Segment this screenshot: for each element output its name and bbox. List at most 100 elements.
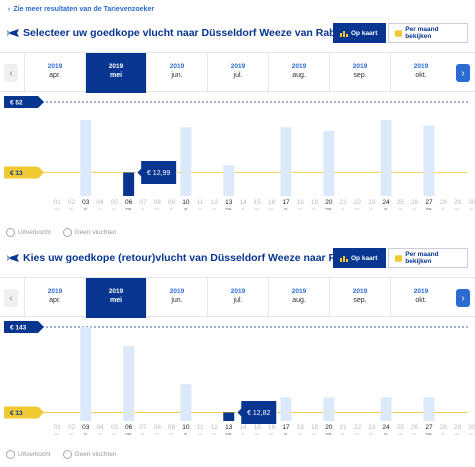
day-label: 10 [182, 199, 190, 206]
day-label: 26 [411, 199, 419, 206]
next-month-button[interactable]: › [456, 64, 470, 82]
section-title: Kies uw goedkope (retour)vlucht van Düss… [23, 252, 358, 264]
day-label: 21 [340, 199, 348, 206]
month-year: 2019 [352, 288, 368, 295]
weekday-label: za. [97, 206, 102, 211]
calendar-icon [395, 29, 403, 37]
month-tab-sep[interactable]: 2019 sep. [329, 53, 390, 93]
outbound-section: Selecteer uw goedkope vlucht naar Düssel… [0, 20, 475, 237]
price-bar[interactable] [123, 346, 135, 421]
weekday-label: zo. [112, 206, 117, 211]
min-price-tag [4, 406, 44, 419]
month-year: 2019 [108, 288, 124, 295]
month-name: okt. [415, 72, 427, 79]
price-bar[interactable] [280, 127, 292, 196]
month-tab-jun[interactable]: 2019 jun. [146, 278, 207, 318]
day-label: 29 [454, 199, 462, 206]
weekday-label: wo. [354, 431, 360, 436]
month-year: 2019 [291, 288, 307, 295]
min-price-tag [4, 166, 44, 179]
month-view-button[interactable]: Per maand bekijken [388, 248, 468, 268]
weekday-label: ma. [426, 431, 433, 436]
price-chart-svg: € 52€ 1301wo.02do.03vr.04za.05zo.06ma.€ … [4, 96, 475, 211]
weekday-label: ma. [125, 431, 132, 436]
weekday-label: di. [241, 431, 245, 436]
weekday-label: di. [441, 431, 445, 436]
month-name: mei [109, 297, 123, 304]
price-chart: € 52 € 13 01 wo. 02 do. 03 vr. 04 za. 05 zo. 06 ma. € … [0, 92, 475, 242]
weekday-label: vr. [184, 206, 188, 211]
month-tab-apr[interactable]: 2019 apr. [24, 53, 85, 93]
month-tab-aug[interactable]: 2019 aug. [268, 53, 329, 93]
weekday-label: wo. [254, 206, 260, 211]
selected-price-bar[interactable] [223, 412, 235, 421]
map-button[interactable]: Op kaart [333, 248, 386, 268]
weekday-label: zo. [312, 206, 317, 211]
month-name: sep. [353, 72, 367, 79]
day-label: 28 [440, 199, 448, 206]
calendar-icon [395, 254, 403, 262]
price-bar[interactable] [280, 397, 292, 421]
price-bar[interactable] [80, 120, 92, 196]
month-year: 2019 [47, 63, 63, 70]
weekday-label: di. [441, 206, 445, 211]
chevron-left-icon: ‹ [8, 6, 11, 13]
month-tab-apr[interactable]: 2019 apr. [24, 278, 85, 318]
weekday-label: zo. [212, 206, 217, 211]
month-name: sep. [353, 297, 367, 304]
month-tab-jul[interactable]: 2019 jul. [207, 278, 268, 318]
day-label: 18 [297, 199, 305, 206]
max-price-label: € 52 [10, 100, 23, 107]
day-label: 30 [468, 424, 475, 431]
month-tab-sep[interactable]: 2019 sep. [329, 278, 390, 318]
day-label: 21 [340, 424, 348, 431]
price-bar[interactable] [180, 384, 192, 421]
day-label: 19 [311, 424, 319, 431]
day-label: 26 [411, 424, 419, 431]
day-label: 15 [254, 424, 262, 431]
price-bar[interactable] [380, 397, 392, 421]
day-label: 20 [325, 424, 333, 431]
price-chart: € 143 € 13 01 wo. 02 do. 03 vr. 04 za. 05 zo. 06 ma. 0… [0, 317, 475, 467]
price-bar[interactable] [380, 120, 392, 196]
price-bar[interactable] [180, 127, 192, 196]
month-tab-okt[interactable]: 2019 okt. [390, 278, 451, 318]
weekday-label: wo. [154, 206, 160, 211]
prev-month-button[interactable]: ‹ [4, 289, 18, 307]
price-bar[interactable] [323, 397, 335, 421]
month-year: 2019 [169, 63, 185, 70]
selected-price-label: € 12,99 [147, 170, 170, 177]
month-tab-jul[interactable]: 2019 jul. [207, 53, 268, 93]
weekday-label: do. [269, 206, 275, 211]
prev-month-button[interactable]: ‹ [4, 64, 18, 82]
selected-price-bar[interactable] [123, 172, 135, 197]
day-label: 13 [225, 424, 233, 431]
month-tab-jun[interactable]: 2019 jun. [146, 53, 207, 93]
day-label: 06 [125, 424, 133, 431]
month-selector: ‹ 2019 apr. 2019 mei 2019 jun. 2019 jul. 2019 aug… [0, 52, 475, 93]
month-year: 2019 [291, 63, 307, 70]
next-month-button[interactable]: › [456, 289, 470, 307]
back-link[interactable]: ‹ Zie meer resultaten van de Tarievenzoek… [8, 6, 155, 13]
month-view-button[interactable]: Per maand bekijken [388, 23, 468, 43]
price-bar[interactable] [423, 125, 435, 197]
weekday-label: wo. [54, 431, 60, 436]
weekday-label: wo. [454, 431, 460, 436]
day-label: 09 [168, 424, 176, 431]
weekday-label: za. [97, 431, 102, 436]
weekday-label: ma. [426, 206, 433, 211]
month-year: 2019 [230, 288, 246, 295]
month-tab-mei[interactable]: 2019 mei [85, 53, 146, 93]
month-tab-aug[interactable]: 2019 aug. [268, 278, 329, 318]
price-bar[interactable] [223, 165, 235, 196]
month-tab-okt[interactable]: 2019 okt. [390, 53, 451, 93]
day-label: 25 [397, 424, 405, 431]
price-bar[interactable] [423, 397, 435, 421]
month-tab-mei[interactable]: 2019 mei [85, 278, 146, 318]
price-chart-svg: € 143€ 1301wo.02do.03vr.04za.05zo.06ma.0… [4, 321, 475, 436]
selected-price-tooltip [135, 160, 178, 185]
map-button[interactable]: Op kaart [333, 23, 386, 43]
price-bar[interactable] [80, 327, 92, 421]
day-label: 23 [368, 424, 376, 431]
price-bar[interactable] [323, 130, 335, 196]
